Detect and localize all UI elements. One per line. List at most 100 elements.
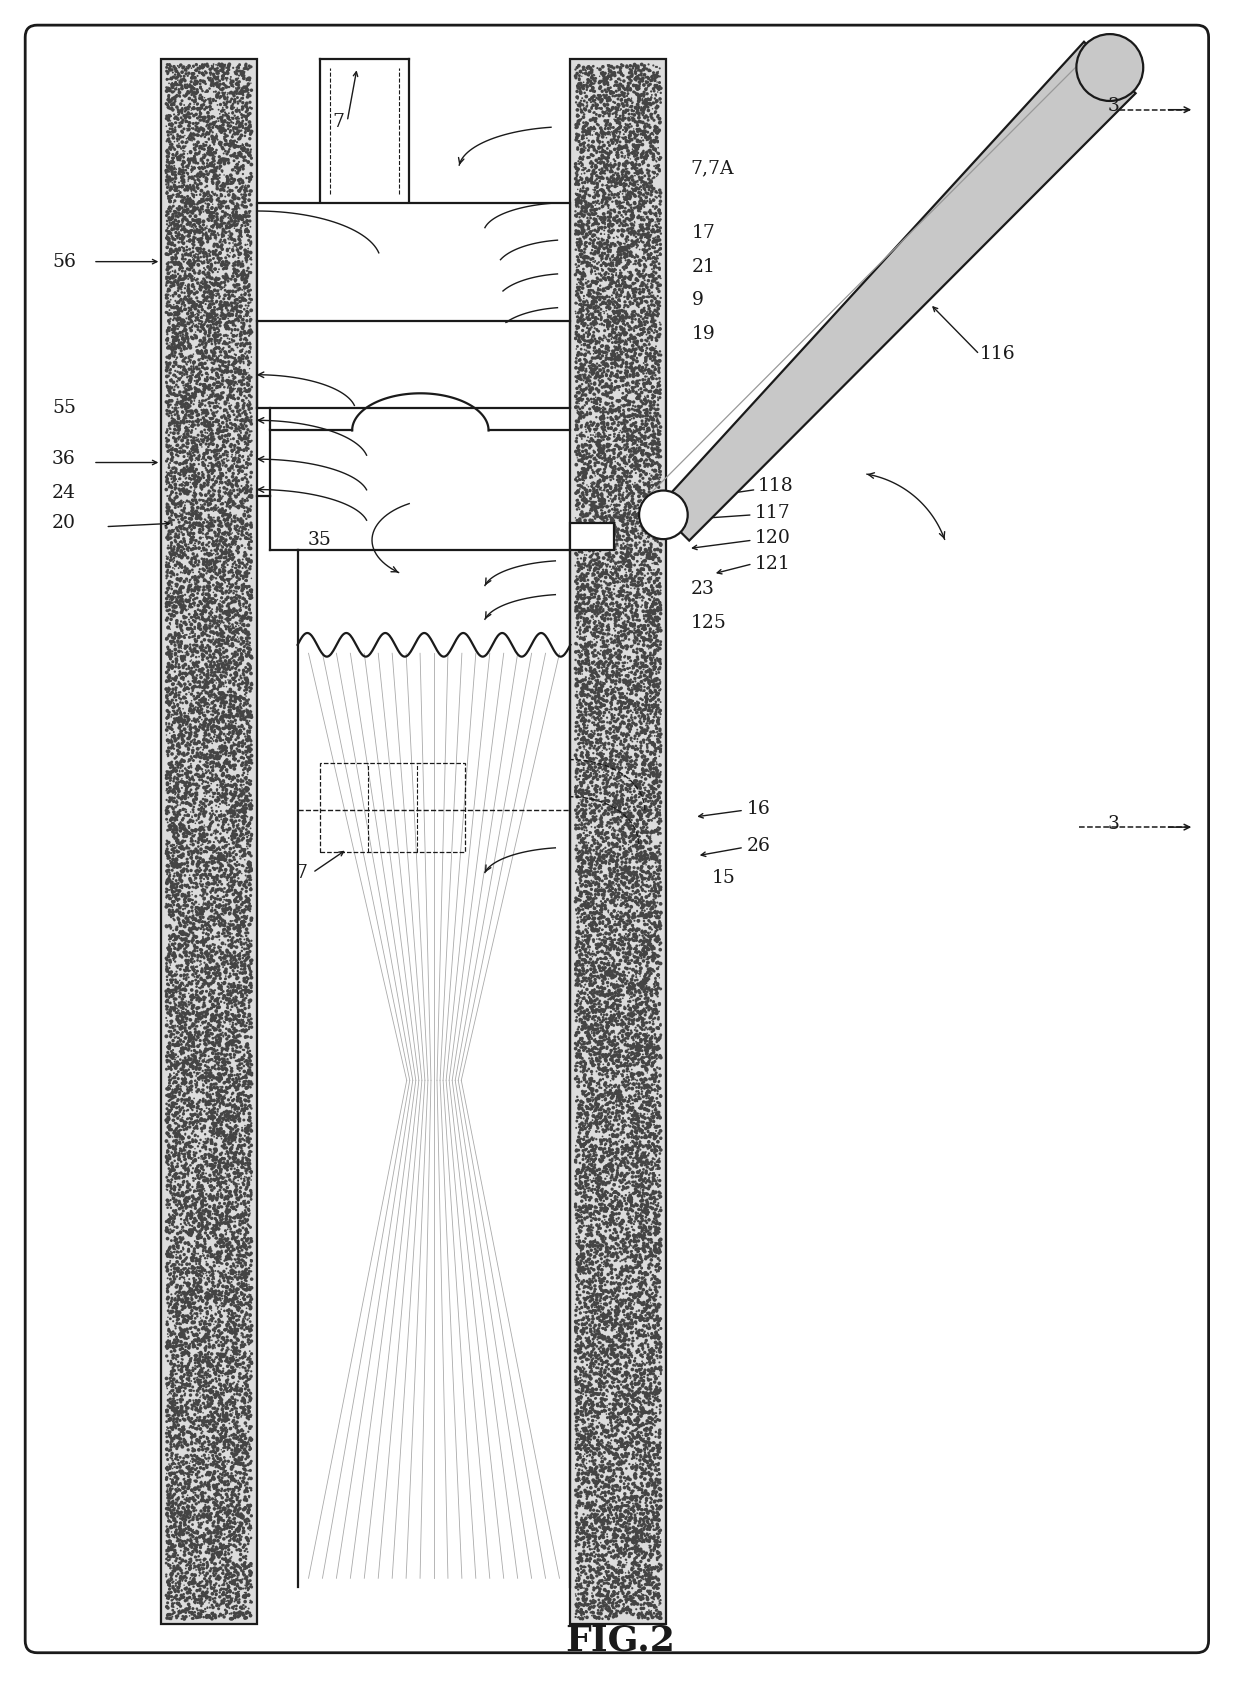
Point [198, 479, 218, 506]
Point [613, 116, 632, 143]
Point [624, 71, 644, 98]
Point [177, 763, 197, 790]
Point [616, 1599, 636, 1626]
Point [578, 1256, 598, 1283]
Point [600, 1138, 620, 1165]
Point [239, 885, 259, 912]
Point [167, 891, 187, 918]
Point [624, 213, 644, 240]
Point [186, 1344, 206, 1371]
Point [193, 488, 213, 515]
Point [224, 888, 244, 915]
Point [639, 569, 658, 596]
Point [591, 854, 611, 881]
Point [641, 628, 661, 655]
Point [572, 1328, 591, 1355]
Point [620, 498, 640, 525]
Point [192, 1134, 212, 1161]
Point [635, 96, 655, 123]
Point [644, 1161, 663, 1188]
Point [223, 105, 243, 132]
Point [591, 949, 611, 976]
Point [599, 540, 619, 567]
Point [185, 57, 205, 84]
Point [589, 427, 609, 454]
Point [644, 1131, 663, 1158]
Point [626, 1442, 646, 1469]
Point [181, 1524, 201, 1551]
Point [170, 133, 190, 160]
Point [647, 962, 667, 989]
Point [613, 1011, 632, 1038]
Point [631, 422, 651, 449]
Point [573, 1317, 593, 1344]
Point [237, 1227, 257, 1254]
Point [157, 1335, 177, 1362]
Point [618, 1295, 637, 1322]
Point [164, 1141, 184, 1168]
Point [644, 1052, 663, 1079]
Point [172, 427, 192, 454]
Point [205, 1008, 224, 1035]
Point [605, 572, 625, 599]
Point [169, 704, 188, 731]
Point [610, 135, 630, 162]
Point [640, 623, 660, 650]
Point [631, 955, 651, 982]
Point [642, 348, 662, 375]
Point [239, 351, 259, 378]
Point [584, 1425, 604, 1452]
Point [573, 135, 593, 162]
Point [191, 788, 211, 815]
Point [165, 361, 185, 388]
Point [193, 400, 213, 427]
Point [584, 71, 604, 98]
Point [234, 103, 254, 130]
Point [195, 1565, 215, 1592]
Point [590, 699, 610, 726]
Point [205, 486, 224, 513]
Point [226, 878, 246, 905]
Point [232, 319, 252, 346]
Point [200, 1060, 219, 1087]
Point [624, 1438, 644, 1465]
Point [239, 591, 259, 618]
Point [615, 1163, 635, 1190]
Point [233, 977, 253, 1004]
Point [604, 478, 624, 505]
Point [231, 699, 250, 726]
Point [195, 105, 215, 132]
Point [635, 236, 655, 263]
Point [223, 189, 243, 216]
Point [611, 471, 631, 498]
Point [186, 527, 206, 554]
Point [223, 1036, 243, 1063]
Point [642, 361, 662, 388]
Point [195, 1141, 215, 1168]
Point [616, 925, 636, 952]
Point [584, 1020, 604, 1047]
Point [241, 1246, 260, 1273]
Point [167, 1389, 187, 1416]
Point [631, 81, 651, 108]
Point [226, 952, 246, 979]
Point [599, 471, 619, 498]
Point [621, 1195, 641, 1222]
Point [207, 1085, 227, 1112]
Point [619, 1290, 639, 1317]
Point [641, 797, 661, 824]
Point [614, 204, 634, 231]
Point [624, 1153, 644, 1180]
Point [606, 1533, 626, 1560]
Point [177, 955, 197, 982]
Point [239, 164, 259, 191]
Point [157, 390, 177, 417]
Point [207, 1165, 227, 1192]
Point [197, 140, 217, 167]
Point [635, 942, 655, 969]
Point [210, 1308, 229, 1335]
Point [226, 832, 246, 859]
Point [636, 665, 656, 692]
Point [224, 1482, 244, 1509]
Point [595, 160, 615, 187]
